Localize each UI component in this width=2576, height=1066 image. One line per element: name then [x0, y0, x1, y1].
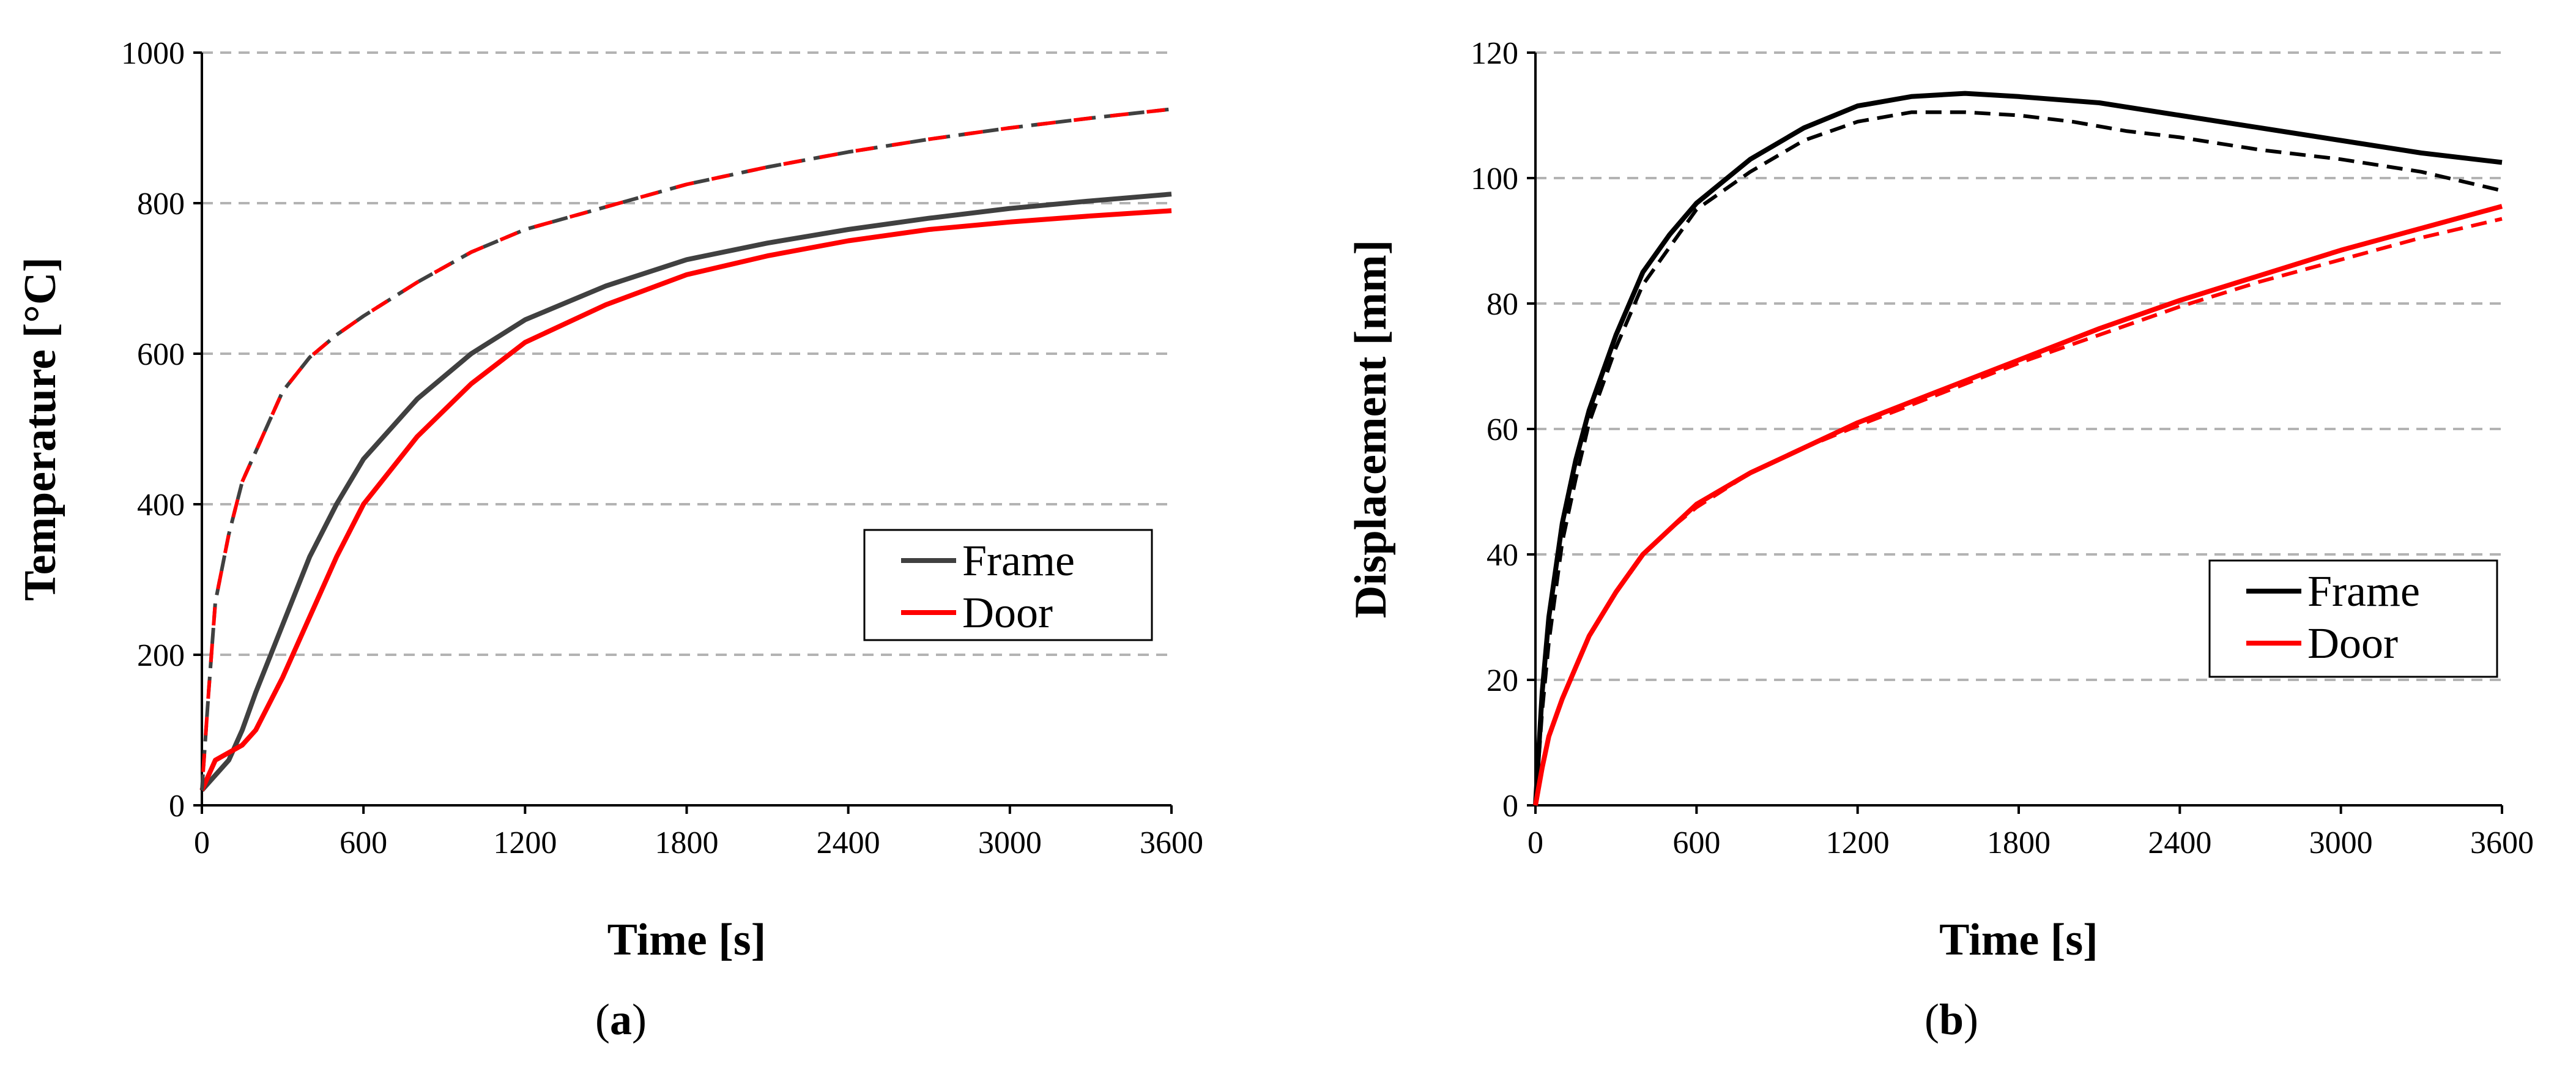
series-line	[1534, 110, 2503, 806]
y-tick-label: 40	[1487, 538, 1518, 573]
x-tick-label: 3000	[2309, 826, 2373, 860]
x-axis-title: Time [s]	[1939, 915, 2098, 965]
x-tick-label: 1800	[655, 826, 719, 860]
x-tick-label: 3600	[2470, 826, 2534, 860]
x-tick-label: 0	[1527, 826, 1543, 860]
y-tick-label: 80	[1487, 287, 1518, 322]
x-tick-label: 600	[1672, 826, 1720, 860]
y-tick-label: 400	[137, 488, 185, 523]
y-tick-label: 1000	[121, 36, 185, 71]
y-tick-label: 600	[137, 337, 185, 372]
legend-box	[2208, 559, 2498, 678]
series-line	[1533, 91, 2503, 806]
x-tick-label: 2400	[817, 826, 880, 860]
panel-a-caption: (a)	[595, 995, 647, 1044]
y-tick-label: 20	[1487, 663, 1518, 698]
y-tick-label: 800	[137, 187, 185, 222]
y-tick-label: 200	[137, 638, 185, 673]
x-tick-label: 1200	[1826, 826, 1890, 860]
series-line	[200, 107, 1172, 791]
x-tick-label: 0	[194, 826, 210, 860]
y-axis-title: Displacement [mm]	[1346, 240, 1396, 619]
x-tick-label: 3600	[1140, 826, 1203, 860]
x-tick-label: 3000	[978, 826, 1042, 860]
legend-label: Door	[2307, 619, 2398, 668]
legend-label: Door	[962, 588, 1053, 637]
legend-label: Frame	[962, 536, 1075, 585]
x-tick-label: 2400	[2148, 826, 2211, 860]
x-tick-label: 600	[340, 826, 387, 860]
y-tick-label: 0	[1502, 789, 1518, 824]
series-line	[200, 192, 1172, 792]
legend-label: Frame	[2307, 567, 2420, 616]
panel-b-caption: (b)	[1925, 995, 1978, 1044]
y-tick-label: 120	[1471, 36, 1518, 71]
x-tick-label: 1800	[1987, 826, 2051, 860]
y-tick-label: 60	[1487, 412, 1518, 447]
y-tick-label: 100	[1471, 162, 1518, 196]
x-axis-title: Time [s]	[607, 915, 766, 965]
series-line	[200, 107, 1172, 791]
series-line	[1533, 204, 2503, 806]
series-line	[199, 208, 1172, 792]
y-axis-title: Temperature [°C]	[15, 257, 65, 601]
legend-box	[863, 529, 1153, 641]
series-line	[1534, 217, 2503, 806]
y-tick-label: 0	[169, 789, 185, 824]
panel-a-chart: 0 200 400 600 800 1000 0 600 1200 1800 2400 3000 360…	[15, 36, 1203, 965]
x-tick-label: 1200	[493, 826, 557, 860]
